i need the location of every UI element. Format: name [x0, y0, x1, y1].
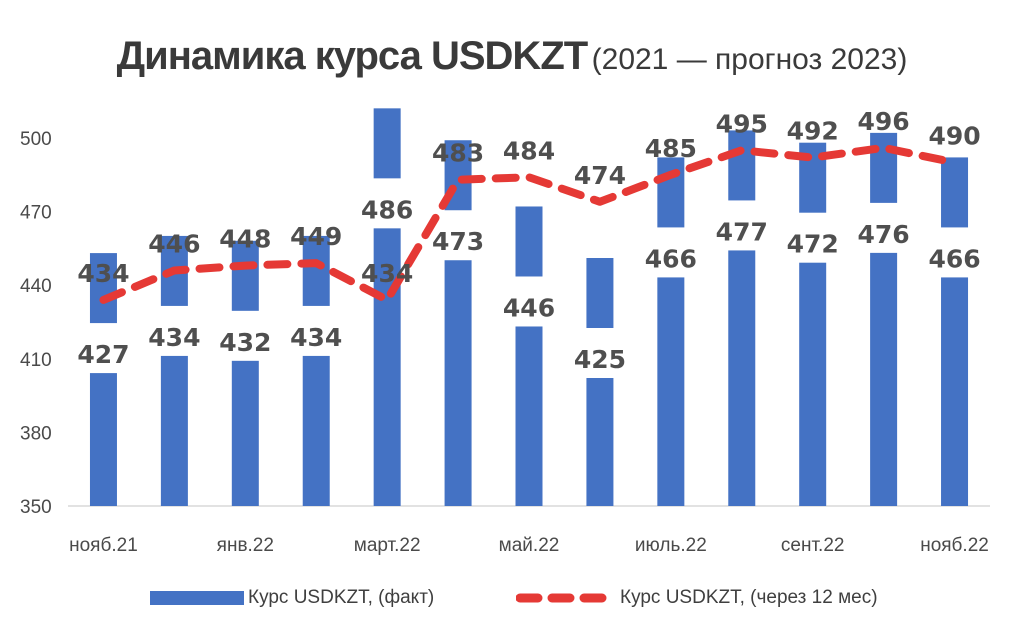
- chart-title: Динамика курса USDKZT (2021 — прогноз 20…: [0, 34, 1024, 79]
- x-tick-label: сент.22: [781, 535, 845, 556]
- forecast-series-line: [99, 143, 959, 304]
- fact-bar-upper: [302, 235, 330, 306]
- fact-bar-lower: [444, 260, 472, 506]
- fact-data-label: 432: [219, 328, 271, 357]
- fact-data-label: 425: [574, 345, 626, 374]
- chart-title-main: Динамика курса USDKZT: [116, 34, 589, 78]
- forecast-data-label: 492: [787, 117, 839, 146]
- fact-bar-upper: [373, 108, 401, 179]
- fact-bar-lower: [302, 355, 330, 506]
- forecast-data-label: 485: [645, 134, 697, 163]
- fact-bar-lower: [799, 262, 827, 506]
- y-tick-label: 350: [20, 497, 52, 518]
- fact-bar-lower: [586, 378, 614, 506]
- fact-bar-lower: [515, 326, 543, 506]
- fact-bar-lower: [941, 277, 969, 506]
- chart-title-sub: (2021 — прогноз 2023): [591, 43, 908, 76]
- chart-legend: Курс USDKZT, (факт) Курс USDKZT, (через …: [0, 587, 1024, 617]
- x-tick-label: май.22: [499, 535, 560, 556]
- legend-item-fact: Курс USDKZT, (факт): [150, 587, 434, 609]
- forecast-data-label: 449: [290, 222, 342, 251]
- x-tick-label: июль.22: [635, 535, 707, 556]
- x-tick-label: нояб.21: [69, 535, 138, 556]
- x-tick-label: янв.22: [217, 535, 274, 556]
- x-tick-label: нояб.22: [920, 535, 989, 556]
- legend-swatch-forecast: [516, 593, 618, 603]
- fact-data-label: 486: [361, 195, 413, 224]
- fact-data-label: 466: [645, 244, 697, 273]
- forecast-data-label: 496: [858, 107, 910, 136]
- fact-bar-upper: [586, 258, 614, 328]
- fact-bar-lower: [373, 228, 401, 506]
- fact-bar-lower: [657, 277, 685, 506]
- fact-bar-upper: [728, 130, 756, 201]
- fact-bar-upper: [515, 206, 543, 277]
- y-tick-label: 500: [20, 129, 52, 150]
- fact-data-label: 476: [858, 220, 910, 249]
- legend-item-forecast: Курс USDKZT, (через 12 мес): [516, 587, 878, 609]
- fact-data-label: 466: [928, 244, 980, 273]
- y-tick-label: 410: [20, 350, 52, 371]
- forecast-data-label: 474: [574, 161, 626, 190]
- forecast-data-label: 434: [361, 259, 413, 288]
- forecast-data-label: 483: [432, 139, 484, 168]
- fact-bar-lower: [231, 360, 259, 506]
- fact-bar-upper: [657, 157, 685, 228]
- forecast-data-label: 446: [148, 229, 200, 258]
- y-tick-label: 440: [20, 276, 52, 297]
- fact-bar-upper: [231, 240, 259, 311]
- fact-data-label: 477: [716, 217, 768, 246]
- fact-bar-lower: [728, 250, 756, 506]
- fact-data-label: 472: [787, 230, 839, 259]
- fact-bar-upper: [941, 157, 969, 228]
- fact-bar-lower: [870, 252, 898, 506]
- forecast-data-label: 484: [503, 136, 555, 165]
- fact-data-label: 434: [148, 323, 200, 352]
- y-tick-label: 380: [20, 423, 52, 444]
- fact-bar-lower: [160, 355, 188, 506]
- chart-plot: 350 380 410 440 470 500 нояб.21 янв.22 март.22 ма…: [20, 107, 990, 556]
- forecast-data-label: 490: [928, 122, 980, 151]
- fact-data-label: 446: [503, 293, 555, 322]
- fact-bar-upper: [89, 253, 117, 324]
- forecast-data-label: 434: [77, 259, 129, 288]
- fact-data-label: 473: [432, 227, 484, 256]
- fact-bar-upper: [870, 132, 898, 203]
- x-tick-label: март.22: [354, 535, 421, 556]
- legend-label-forecast: Курс USDKZT, (через 12 мес): [620, 587, 878, 608]
- fact-data-label: 427: [77, 340, 129, 369]
- fact-data-label: 434: [290, 323, 342, 352]
- legend-label-fact: Курс USDKZT, (факт): [248, 587, 435, 608]
- forecast-data-label: 495: [716, 109, 768, 138]
- legend-swatch-fact: [150, 591, 244, 605]
- forecast-data-label: 448: [219, 225, 271, 254]
- fact-bar-lower: [89, 373, 117, 506]
- y-tick-label: 470: [20, 203, 52, 224]
